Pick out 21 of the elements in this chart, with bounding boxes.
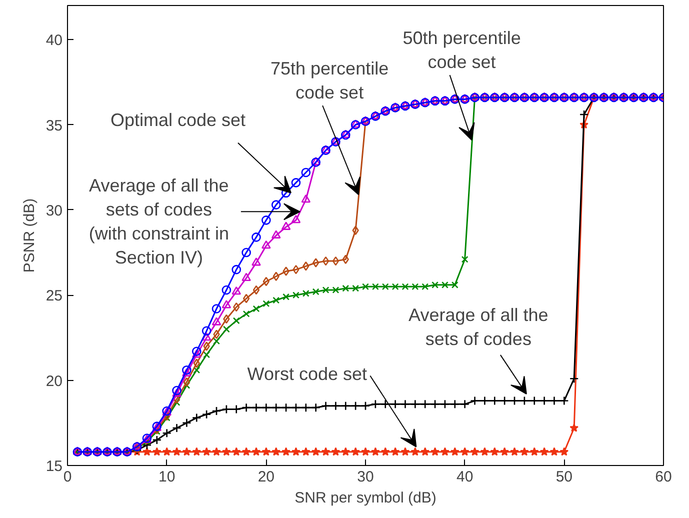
annotation: Average of all the sets of codes xyxy=(408,304,548,349)
y-tick-label: 40 xyxy=(46,32,63,50)
x-axis-title: SNR per symbol (dB) xyxy=(294,490,436,506)
annotation: 50th percentile code set xyxy=(402,28,521,72)
y-tick-label: 25 xyxy=(46,288,63,305)
annotation: 75th percentile code set xyxy=(270,58,389,103)
x-tick-label: 50 xyxy=(556,468,573,486)
x-tick-label: 40 xyxy=(456,468,474,486)
annotation: Optimal code set xyxy=(110,110,246,130)
y-tick-label: 15 xyxy=(46,458,63,475)
x-tick-label: 20 xyxy=(258,468,275,486)
x-tick-label: 10 xyxy=(158,468,176,486)
x-tick-label: 60 xyxy=(655,468,672,486)
y-tick-label: 30 xyxy=(46,202,63,220)
y-axis-title: PSNR (dB) xyxy=(20,198,38,273)
x-tick-label: 0 xyxy=(63,468,72,486)
y-tick-label: 20 xyxy=(46,372,63,390)
x-tick-label: 30 xyxy=(357,468,374,486)
annotation: Average of all the sets of codes (with constraint in Section IV) xyxy=(88,176,229,268)
annotation: Worst code set xyxy=(247,364,368,384)
y-tick-label: 35 xyxy=(46,117,63,134)
